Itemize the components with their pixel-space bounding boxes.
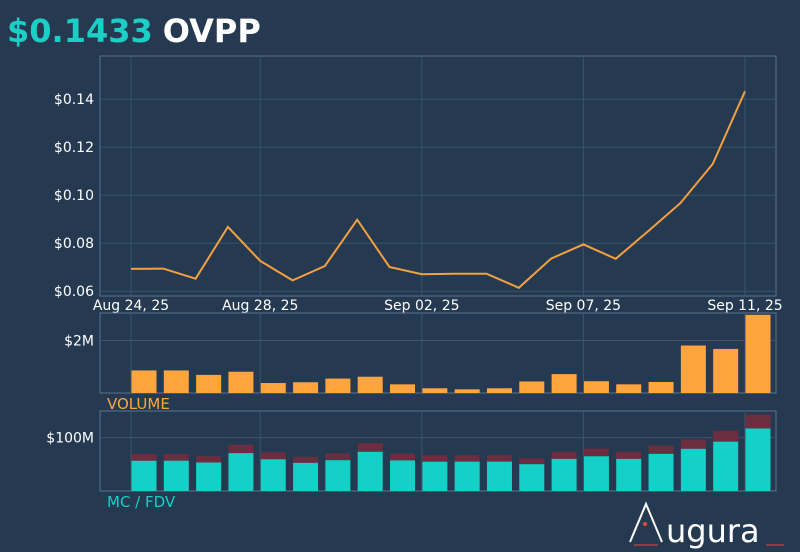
price-y-tick-label: $0.08 — [54, 236, 94, 252]
price-panel-border — [99, 55, 777, 297]
volume-bar — [583, 381, 609, 393]
mc-bar — [551, 458, 577, 491]
mc-bar — [422, 461, 448, 491]
mc-bar — [163, 460, 189, 491]
volume-bar — [260, 383, 286, 393]
brand-wordmark: ugura — [666, 512, 760, 550]
mc-bar — [616, 458, 642, 491]
price-y-tick-label: $0.10 — [54, 188, 94, 204]
mc-bar — [131, 460, 157, 491]
mc-bar — [486, 461, 512, 491]
mc-y-tick-label: $100M — [46, 431, 94, 447]
ticker-symbol: OVPP — [162, 12, 261, 50]
volume-bar — [196, 374, 222, 393]
volume-y-tick-label: $2M — [64, 334, 94, 350]
price-x-tick-label: Sep 07, 25 — [546, 298, 621, 314]
mc-bar — [260, 459, 286, 491]
augura-logo: ugura — [629, 501, 784, 550]
volume-bar — [551, 374, 577, 393]
mc-bar — [293, 462, 319, 491]
volume-bar — [713, 348, 739, 393]
mc-bar — [583, 456, 609, 491]
volume-chart-panel: $2M VOLUME — [64, 312, 777, 413]
mc-bar — [228, 453, 254, 491]
volume-bar — [390, 384, 416, 393]
mc-bar — [745, 428, 771, 491]
volume-bar — [745, 314, 771, 393]
mc-bar — [680, 448, 706, 491]
price-x-tick-label: Aug 28, 25 — [222, 298, 298, 314]
volume-bar — [422, 388, 448, 393]
price-x-tick-label: Sep 02, 25 — [384, 298, 459, 314]
volume-bar — [648, 381, 674, 393]
price-header: $0.1433 OVPP — [7, 12, 261, 56]
volume-bar — [357, 376, 383, 393]
price-x-tick-label: Sep 11, 25 — [707, 298, 782, 314]
price-y-tick-label: $0.12 — [54, 140, 94, 156]
volume-bar — [680, 345, 706, 393]
mc-bar — [713, 441, 739, 491]
price-y-tick-label: $0.06 — [54, 284, 94, 300]
mc-bar — [519, 464, 545, 491]
price-y-tick-label: $0.14 — [54, 92, 94, 108]
price-x-tick-label: Aug 24, 25 — [93, 298, 169, 314]
price-chart-panel: $0.06 $0.08 $0.10 $0.12 $0.14 Aug 24, 25 Aug 2… — [54, 55, 783, 314]
volume-bar — [163, 370, 189, 393]
augura-logo-mark — [629, 501, 784, 546]
volume-bar — [228, 371, 254, 393]
volume-bar — [616, 384, 642, 393]
volume-bar — [131, 370, 157, 393]
mc-fdv-panel-title: MC / FDV — [107, 493, 176, 511]
price-line — [130, 90, 746, 289]
volume-bar — [454, 389, 480, 393]
volume-bar — [325, 378, 351, 393]
volume-bar — [486, 388, 512, 393]
mc-bar — [648, 453, 674, 491]
mc-bar — [390, 460, 416, 491]
volume-bar — [519, 381, 545, 393]
mc-fdv-chart-panel: $100M MC / FDV — [46, 410, 777, 511]
mc-bar — [325, 460, 351, 491]
mc-bar — [357, 451, 383, 491]
current-price: $0.1433 — [7, 12, 153, 50]
volume-panel-title: VOLUME — [107, 395, 170, 413]
mc-bar — [196, 462, 222, 491]
volume-bar — [293, 382, 319, 393]
mc-bar — [454, 461, 480, 491]
